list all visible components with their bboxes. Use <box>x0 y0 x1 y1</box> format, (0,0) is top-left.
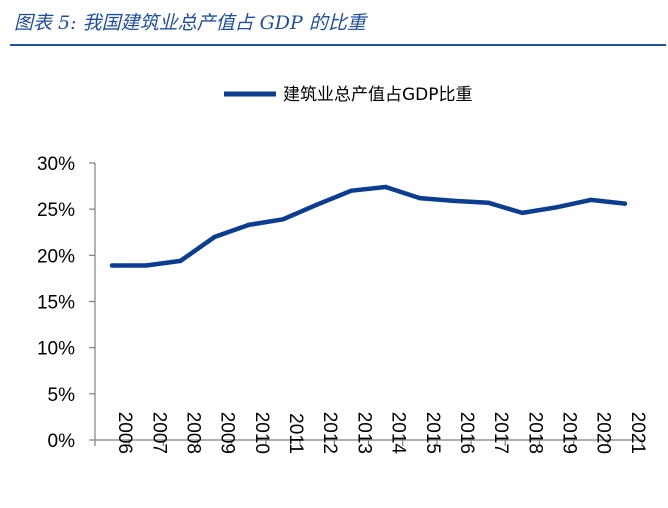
series-line <box>109 184 628 268</box>
x-tick-label: 2013 <box>353 412 374 454</box>
x-ticks: 2006 2007 2008 2009 2010 2011 2012 2013 2014 2015… <box>94 412 648 455</box>
data-point <box>315 202 320 207</box>
x-tick-label: 2020 <box>593 412 614 454</box>
x-tick-label: 2016 <box>456 412 477 454</box>
data-point <box>246 222 252 228</box>
data-point <box>520 210 525 216</box>
data-point <box>212 234 217 240</box>
data-point <box>280 217 286 222</box>
x-tick-label: 2019 <box>559 412 580 454</box>
y-ticks: 0% 5% 10% 15% 20% 25% 30% <box>37 154 95 452</box>
x-tick-label: 2015 <box>422 412 443 454</box>
data-point <box>485 200 491 205</box>
y-tick-label: 25% <box>37 200 75 221</box>
legend-label: 建筑业总产值占GDP比重 <box>283 85 473 105</box>
data-point <box>109 263 115 268</box>
figure-title: 图表 5: 我国建筑业总产值占 GDP 的比重 <box>14 12 366 34</box>
data-point <box>383 184 388 190</box>
x-tick-label: 2012 <box>319 412 340 454</box>
data-point <box>451 198 457 204</box>
x-tick-label: 2014 <box>388 412 409 455</box>
legend: 建筑业总产值占GDP比重 <box>224 85 473 105</box>
x-tick-label: 2011 <box>285 413 306 454</box>
x-tick-label: 2018 <box>524 412 545 454</box>
x-tick-label: 2006 <box>114 412 135 454</box>
x-tick-label: 2007 <box>148 412 169 454</box>
data-point <box>554 205 559 210</box>
x-tick-label: 2008 <box>182 412 203 454</box>
data-point <box>588 197 593 203</box>
series-group <box>109 184 628 268</box>
x-tick-label: 2017 <box>490 412 511 454</box>
data-point <box>178 258 183 264</box>
x-tick-label: 2010 <box>251 412 272 454</box>
y-tick-label: 0% <box>48 431 76 452</box>
x-tick-label: 2021 <box>627 412 648 454</box>
title-divider <box>10 44 666 46</box>
data-point <box>417 195 422 201</box>
y-tick-label: 30% <box>37 154 75 175</box>
data-point <box>144 263 149 268</box>
y-tick-label: 5% <box>48 385 76 406</box>
data-point <box>349 188 354 193</box>
y-tick-label: 15% <box>37 293 75 314</box>
y-tick-label: 10% <box>37 339 75 360</box>
x-tick-label: 2009 <box>217 412 238 454</box>
data-point <box>622 201 628 206</box>
y-tick-label: 20% <box>37 246 75 267</box>
